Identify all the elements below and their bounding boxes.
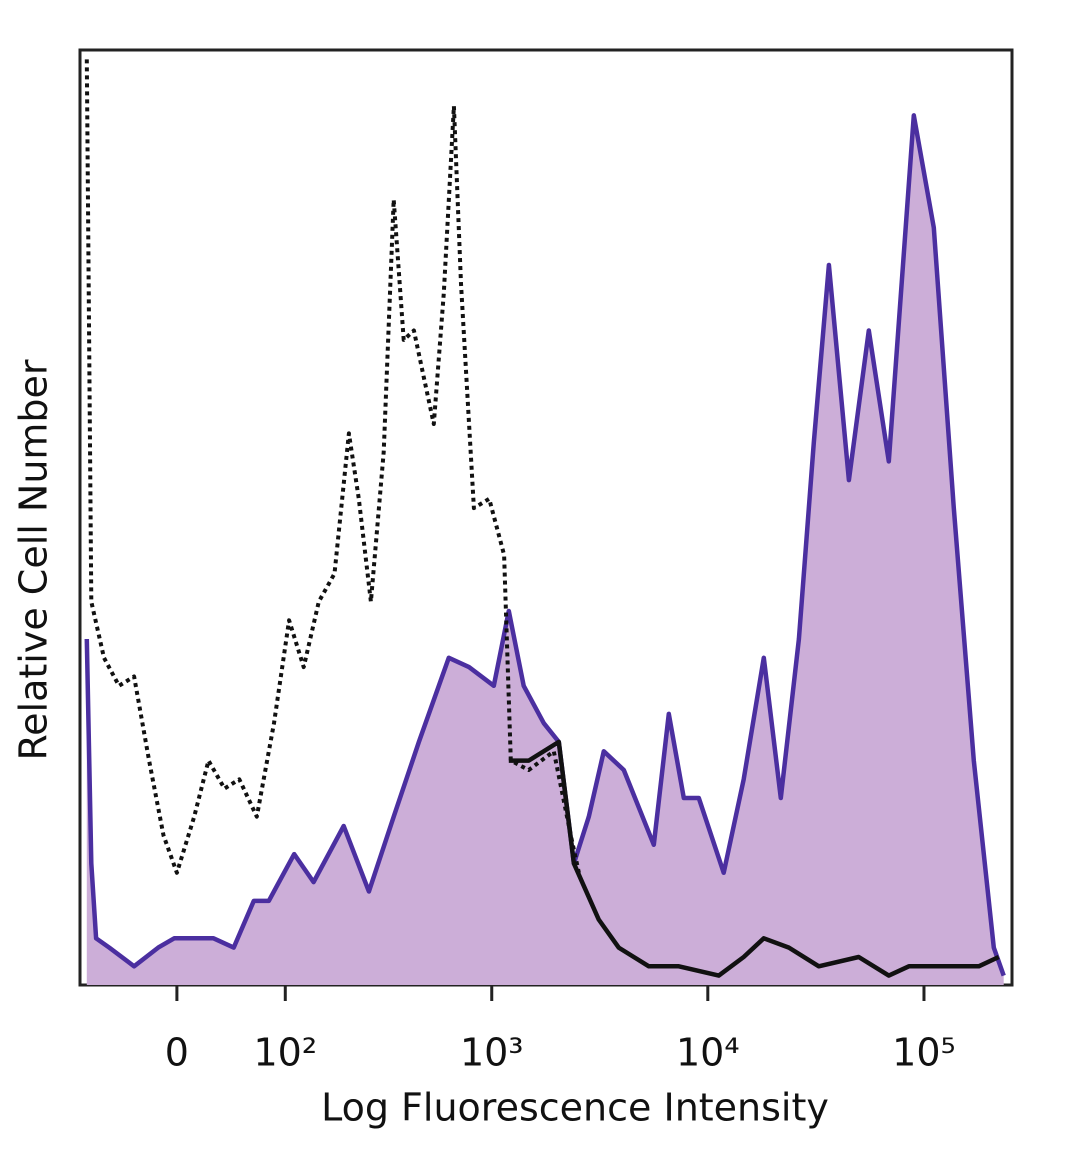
histogram-line <box>84 59 581 875</box>
x-tick-label: 10⁴ <box>676 1031 740 1075</box>
x-tick-label: 10³ <box>460 1031 524 1075</box>
x-tick-label: 10² <box>253 1031 317 1075</box>
histogram-area <box>86 115 1004 985</box>
histogram-line <box>508 739 1000 978</box>
y-axis-label: Relative Cell Number <box>12 359 56 760</box>
x-axis-label: Log Fluorescence Intensity <box>321 1086 829 1130</box>
x-tick-label: 10⁵ <box>892 1031 956 1075</box>
x-tick-label: 0 <box>165 1031 189 1075</box>
